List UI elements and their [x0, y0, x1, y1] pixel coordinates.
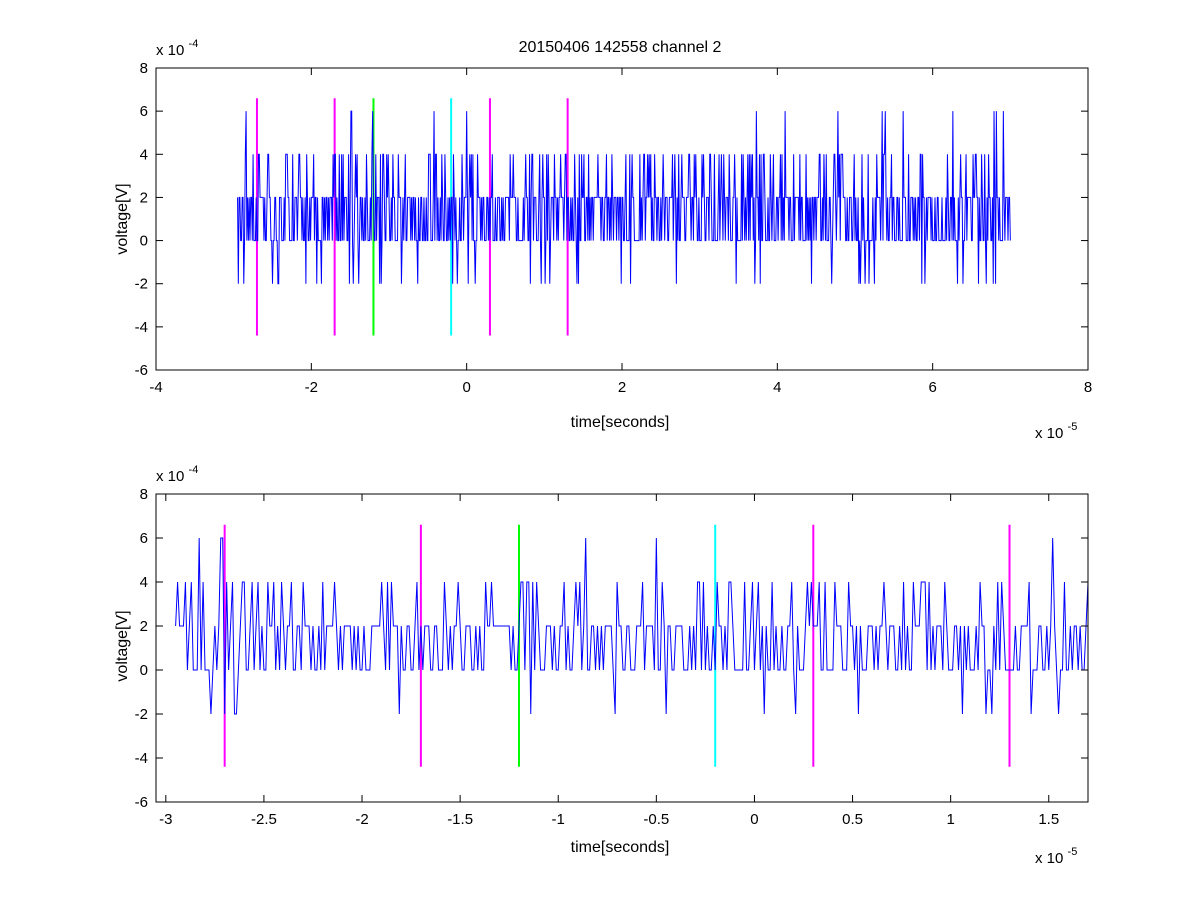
top-x-tick-label: 0 — [462, 379, 470, 396]
figure-title: 20150406 142558 channel 2 — [519, 39, 722, 56]
bottom-y-tick-label: -4 — [135, 750, 148, 767]
top-x-axis-label: time[seconds] — [571, 414, 670, 431]
top-y-tick-label: 8 — [140, 60, 148, 77]
bottom-y-ticks: -6 -4 -2 0 2 4 6 8 — [135, 486, 1088, 811]
bottom-y-tick-label: 4 — [140, 574, 148, 591]
top-x-exponent-power: -5 — [1068, 421, 1078, 433]
top-y-tick-label: 0 — [140, 233, 148, 250]
bottom-signal-group — [175, 537, 1089, 715]
top-y-axis-label: voltage[V] — [114, 183, 131, 254]
bottom-x-tick-label: -0.5 — [643, 811, 669, 828]
top-x-tick-label: -4 — [149, 379, 162, 396]
bottom-x-tick-label: 1.5 — [1038, 811, 1059, 828]
bottom-x-axis-label: time[seconds] — [571, 839, 670, 856]
top-x-tick-label: 6 — [928, 379, 936, 396]
top-y-tick-label: 6 — [140, 103, 148, 120]
top-x-ticks: -4 -2 0 2 4 6 8 — [149, 68, 1092, 396]
bottom-x-tick-label: 1 — [946, 811, 954, 828]
bottom-x-exponent: x 10 -5 — [1035, 846, 1077, 867]
bottom-x-tick-label: -2 — [355, 811, 368, 828]
bottom-x-tick-label: 0 — [750, 811, 758, 828]
bottom-y-tick-label: -2 — [135, 706, 148, 723]
top-x-tick-label: -2 — [305, 379, 318, 396]
top-x-exponent: x 10 -5 — [1035, 421, 1077, 442]
bottom-x-tick-label: -3 — [159, 811, 172, 828]
top-y-tick-label: 4 — [140, 146, 148, 163]
top-x-tick-label: 8 — [1084, 379, 1092, 396]
top-y-exponent-base: x 10 — [156, 42, 184, 59]
bottom-y-tick-label: 6 — [140, 530, 148, 547]
bottom-y-exponent-base: x 10 — [156, 468, 184, 485]
bottom-x-exponent-power: -5 — [1068, 846, 1078, 858]
bottom-plot: -3 -2.5 -2 -1.5 -1 -0.5 0 0.5 1 1.5 -6 -4 -2 0 2 4 6 8 t… — [114, 464, 1089, 867]
top-y-ticks: -6 -4 -2 0 2 4 6 8 — [135, 60, 1088, 379]
bottom-marker-group — [223, 524, 1011, 767]
bottom-y-tick-label: 2 — [140, 618, 148, 635]
bottom-x-tick-label: 0.5 — [842, 811, 863, 828]
top-x-tick-label: 2 — [618, 379, 626, 396]
top-y-tick-label: 2 — [140, 189, 148, 206]
bottom-x-tick-label: -1.5 — [447, 811, 473, 828]
top-signal-group — [237, 110, 1011, 285]
top-y-tick-label: -6 — [135, 362, 148, 379]
bottom-y-tick-label: 0 — [140, 662, 148, 679]
bottom-x-exponent-base: x 10 — [1035, 850, 1063, 867]
bottom-y-tick-label: -6 — [135, 794, 148, 811]
bottom-y-axis-label: voltage[V] — [114, 610, 131, 681]
bottom-x-tick-label: -2.5 — [251, 811, 277, 828]
bottom-x-tick-label: -1 — [552, 811, 565, 828]
bottom-y-tick-label: 8 — [140, 486, 148, 503]
bottom-x-ticks: -3 -2.5 -2 -1.5 -1 -0.5 0 0.5 1 1.5 — [159, 494, 1059, 828]
top-y-tick-label: -2 — [135, 276, 148, 293]
top-x-tick-label: 4 — [773, 379, 781, 396]
bottom-signal-line — [175, 537, 1089, 715]
bottom-axes-box — [155, 493, 1089, 803]
top-signal-line — [237, 110, 1011, 285]
top-x-exponent-base: x 10 — [1035, 425, 1063, 442]
top-y-exponent: x 10 -4 — [156, 38, 198, 59]
top-y-tick-label: -4 — [135, 319, 148, 336]
bottom-y-exponent-power: -4 — [189, 464, 199, 476]
bottom-y-exponent: x 10 -4 — [156, 464, 198, 485]
top-y-exponent-power: -4 — [189, 38, 199, 50]
